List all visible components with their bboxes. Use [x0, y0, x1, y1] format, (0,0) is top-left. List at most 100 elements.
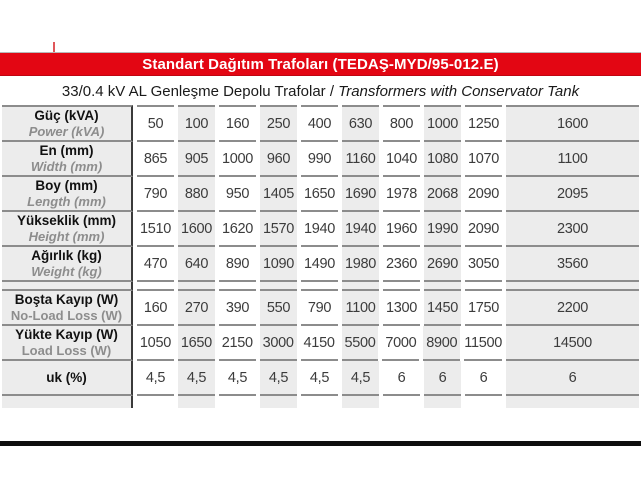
table-row: Güç (kVA) Power (kVA) 50 100 160 250 400 630 800… — [2, 105, 639, 142]
row-label-turkish: Yükseklik (mm) — [16, 213, 117, 228]
cell-value: 905 — [184, 150, 209, 167]
value-cell: 1405 — [260, 177, 297, 212]
cell-value: 3000 — [262, 334, 294, 351]
table-row: uk (%) 4,5 4,5 4,5 4,5 4,5 4,5 6 6 6 6 — [2, 361, 639, 396]
spacer-cell — [301, 282, 338, 291]
value-cell: 4,5 — [260, 361, 297, 396]
table-subtitle: 33/0.4 kV AL Genleşme Depolu Trafolar / … — [0, 78, 641, 104]
value-cell: 11500 — [464, 326, 502, 361]
cell-value: 6 — [568, 369, 577, 386]
subtitle-separator: / — [325, 82, 339, 100]
cell-value: 8900 — [426, 334, 458, 351]
cell-value: 1490 — [303, 255, 336, 272]
value-cell: 1750 — [465, 291, 502, 326]
subtitle-english: Transformers with Conservator Tank — [338, 82, 580, 100]
value-cell: 100 — [178, 105, 215, 142]
value-cell: 1000 — [424, 105, 461, 142]
value-cell: 8900 — [423, 326, 461, 361]
row-label-cell: Güç (kVA) Power (kVA) — [2, 105, 133, 142]
spacer-cell — [219, 282, 256, 291]
cell-value: 7000 — [385, 334, 417, 351]
row-label-turkish: Boşta Kayıp (W) — [14, 292, 119, 307]
bottom-rule — [0, 441, 641, 446]
spacer-row — [2, 396, 639, 408]
cell-value: 640 — [184, 255, 209, 272]
value-cell: 7000 — [382, 326, 420, 361]
cell-value: 50 — [147, 115, 164, 132]
row-label-cell — [2, 396, 133, 408]
cell-value: 1250 — [467, 115, 500, 132]
cell-value: 1940 — [303, 220, 336, 237]
cell-value: 2690 — [426, 255, 459, 272]
value-cell: 1620 — [219, 212, 256, 247]
row-label-cell: Yükte Kayıp (W) Load Loss (W) — [2, 326, 133, 361]
value-cell: 160 — [137, 291, 174, 326]
row-label-english: Load Loss (W) — [21, 343, 112, 358]
cell-value: 4,5 — [227, 369, 248, 386]
cell-value: 1000 — [426, 115, 459, 132]
table-row: Yükseklik (mm) Height (mm) 1510 1600 1620 157… — [2, 212, 639, 247]
row-label-english: Height (mm) — [28, 229, 105, 244]
table-row: Boşta Kayıp (W) No-Load Loss (W) 160 270 390… — [2, 291, 639, 326]
value-cell: 905 — [178, 142, 215, 177]
cell-value: 960 — [266, 150, 291, 167]
value-cell: 1940 — [301, 212, 338, 247]
value-cell: 470 — [137, 247, 174, 282]
spacer-cell — [383, 396, 420, 408]
row-label-turkish: Güç (kVA) — [34, 108, 99, 123]
spacer-cell — [342, 282, 379, 291]
row-label-turkish: Boy (mm) — [35, 178, 98, 193]
value-cell: 160 — [219, 105, 256, 142]
value-cell: 50 — [137, 105, 174, 142]
value-cell: 1100 — [506, 142, 639, 177]
cell-value: 800 — [389, 115, 414, 132]
spacer-row — [2, 282, 639, 291]
value-cell: 640 — [178, 247, 215, 282]
cell-value: 2090 — [467, 220, 500, 237]
value-cell: 2090 — [465, 212, 502, 247]
value-cell: 1980 — [342, 247, 379, 282]
cell-value: 890 — [225, 255, 250, 272]
value-cell: 1690 — [342, 177, 379, 212]
value-cell: 1510 — [137, 212, 174, 247]
cell-value: 390 — [225, 299, 250, 316]
cell-value: 100 — [184, 115, 209, 132]
cell-value: 3050 — [467, 255, 500, 272]
row-label-cell: uk (%) — [2, 361, 133, 396]
cell-value: 1960 — [385, 220, 418, 237]
value-cell: 990 — [301, 142, 338, 177]
value-cell: 2095 — [506, 177, 639, 212]
cell-value: 550 — [266, 299, 291, 316]
cell-value: 1070 — [467, 150, 500, 167]
row-label-english: Power (kVA) — [28, 124, 105, 139]
cell-value: 2360 — [385, 255, 418, 272]
value-cell: 4,5 — [219, 361, 256, 396]
value-cell: 6 — [383, 361, 420, 396]
cell-value: 790 — [307, 299, 332, 316]
spacer-cell — [178, 396, 215, 408]
cell-value: 2090 — [467, 185, 500, 202]
value-cell: 1250 — [465, 105, 502, 142]
spacer-cell — [506, 396, 639, 408]
cell-value: 270 — [184, 299, 209, 316]
spacer-cell — [465, 282, 502, 291]
cell-value: 3560 — [556, 255, 589, 272]
page-title: Standart Dağıtım Trafoları (TEDAŞ-MYD/95… — [142, 55, 499, 73]
value-cell: 5500 — [341, 326, 379, 361]
spacer-cell — [383, 282, 420, 291]
value-cell: 1570 — [260, 212, 297, 247]
value-cell: 950 — [219, 177, 256, 212]
cell-value: 1080 — [426, 150, 459, 167]
value-cell: 2690 — [424, 247, 461, 282]
cell-value: 990 — [307, 150, 332, 167]
value-cell: 6 — [424, 361, 461, 396]
row-label-turkish: uk (%) — [46, 369, 87, 385]
row-label-turkish: Ağırlık (kg) — [31, 248, 102, 263]
cell-value: 1940 — [344, 220, 377, 237]
value-cell: 800 — [383, 105, 420, 142]
value-cell: 1050 — [137, 326, 174, 361]
cell-value: 1040 — [385, 150, 418, 167]
cell-value: 4150 — [303, 334, 335, 351]
cell-value: 1450 — [426, 299, 459, 316]
cell-value: 2300 — [556, 220, 589, 237]
